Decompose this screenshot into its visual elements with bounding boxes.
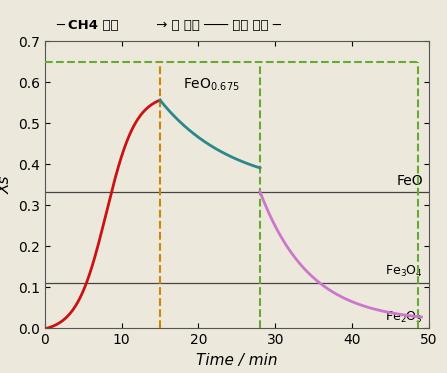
Text: → 물 분해 ─── 공기 산화 ─: → 물 분해 ─── 공기 산화 ─ xyxy=(152,19,281,32)
Y-axis label: Xs: Xs xyxy=(0,175,12,194)
X-axis label: Time / min: Time / min xyxy=(196,352,278,368)
Text: Fe$_3$O$_4$: Fe$_3$O$_4$ xyxy=(385,264,423,279)
Text: FeO$_{0.675}$: FeO$_{0.675}$ xyxy=(183,77,240,93)
Text: Fe$_2$O$_3$: Fe$_2$O$_3$ xyxy=(385,310,423,325)
Text: ─: ─ xyxy=(56,19,68,32)
Text: FeO: FeO xyxy=(396,174,423,188)
Text: CH4 연소: CH4 연소 xyxy=(68,19,118,32)
